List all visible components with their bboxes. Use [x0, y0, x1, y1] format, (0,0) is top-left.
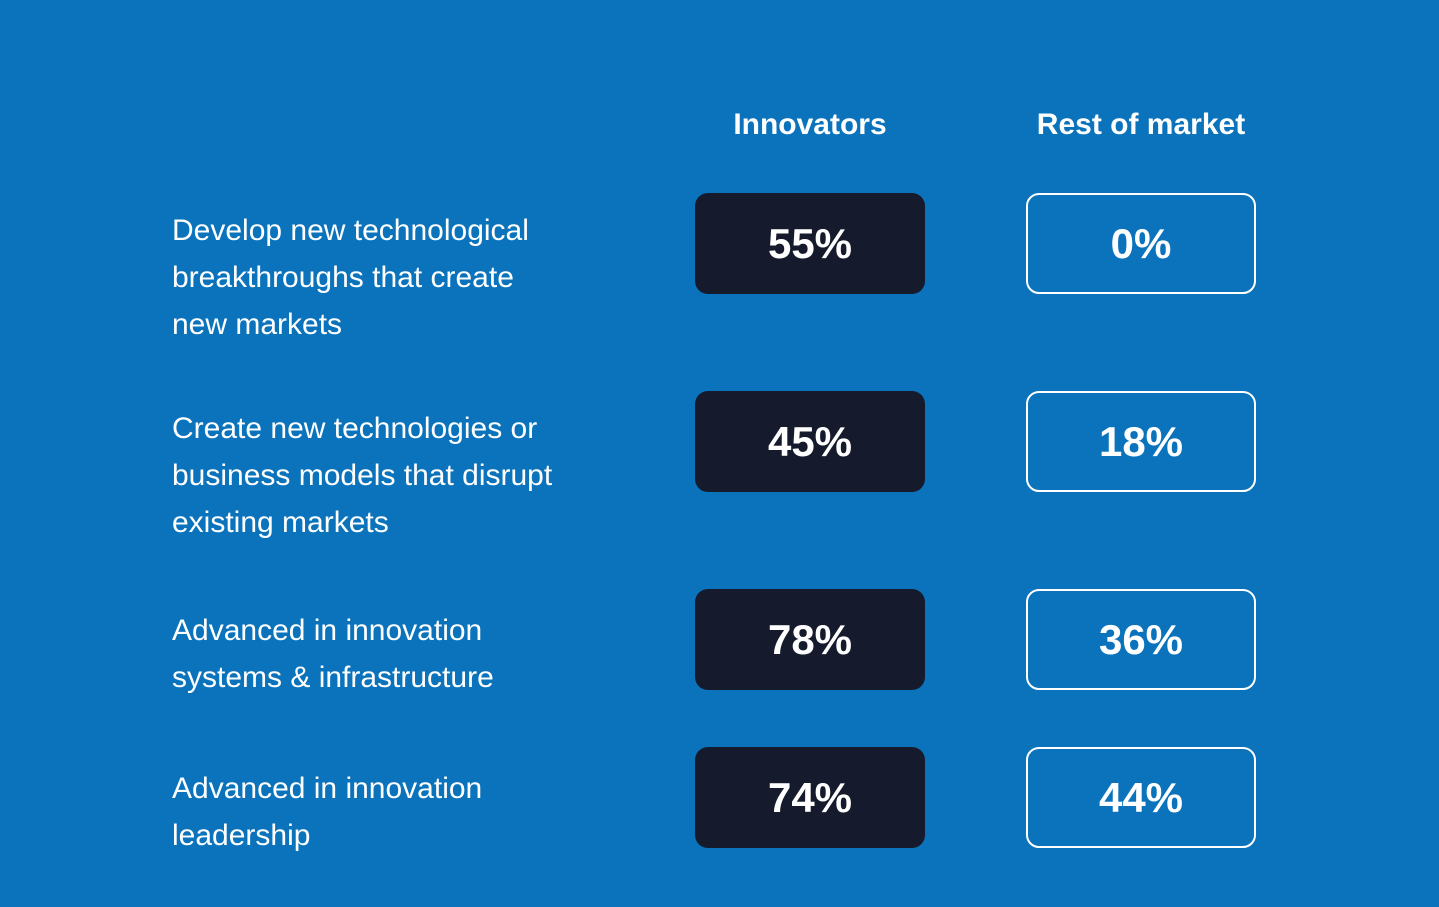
- row-label: Advanced in innovation leadership: [172, 771, 483, 852]
- row-label: Develop new technological breakthroughs …: [172, 214, 529, 341]
- column-header-innovators: Innovators: [733, 108, 887, 141]
- rest-of-market-value-box: 18%: [1026, 391, 1256, 492]
- percent-value: 55%: [767, 219, 853, 267]
- percent-value: 45%: [767, 417, 853, 465]
- rest-of-market-value-box: 36%: [1026, 589, 1256, 690]
- rest-of-market-value-box: 0%: [1026, 193, 1256, 294]
- percent-value: 0%: [1110, 219, 1172, 267]
- row-gap: [925, 589, 1026, 747]
- row-label: Create new technologies or business mode…: [172, 412, 553, 539]
- percent-value: 44%: [1098, 773, 1184, 821]
- header-spacer: [172, 102, 695, 193]
- percent-value: 18%: [1098, 417, 1184, 465]
- percent-value: 78%: [767, 615, 853, 663]
- innovators-value-box: 55%: [695, 193, 925, 294]
- row-label: Advanced in innovation systems & infrast…: [172, 613, 494, 694]
- row-gap: [925, 391, 1026, 589]
- header-gap: [925, 102, 1026, 193]
- comparison-grid: Innovators Rest of market Develop new te…: [172, 102, 1439, 905]
- row-gap: [925, 193, 1026, 391]
- innovators-value-box: 45%: [695, 391, 925, 492]
- innovators-value-box: 78%: [695, 589, 925, 690]
- row-gap: [925, 747, 1026, 905]
- innovators-value-box: 74%: [695, 747, 925, 848]
- percent-value: 74%: [767, 773, 853, 821]
- column-header-rest-of-market: Rest of market: [1036, 108, 1246, 141]
- rest-of-market-value-box: 44%: [1026, 747, 1256, 848]
- percent-value: 36%: [1098, 615, 1184, 663]
